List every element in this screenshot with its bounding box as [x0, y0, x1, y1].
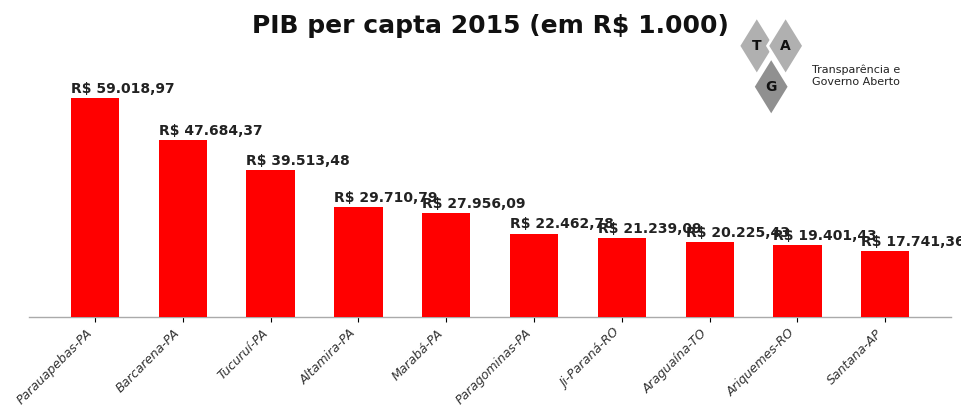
Text: R$ 17.741,36: R$ 17.741,36 — [861, 235, 961, 249]
Polygon shape — [739, 17, 775, 75]
Text: R$ 29.710,79: R$ 29.710,79 — [334, 191, 437, 205]
Text: R$ 59.018,97: R$ 59.018,97 — [71, 82, 174, 96]
Title: PIB per capta 2015 (em R$ 1.000): PIB per capta 2015 (em R$ 1.000) — [252, 14, 728, 38]
Bar — [861, 251, 909, 317]
Text: R$ 21.239,09: R$ 21.239,09 — [598, 222, 702, 236]
Bar — [159, 140, 207, 317]
Bar — [598, 238, 646, 317]
Bar — [510, 234, 558, 317]
Text: R$ 39.513,48: R$ 39.513,48 — [246, 154, 350, 168]
Bar — [246, 171, 295, 317]
Text: R$ 20.225,43: R$ 20.225,43 — [685, 226, 789, 240]
Text: R$ 47.684,37: R$ 47.684,37 — [159, 124, 262, 138]
Text: Transparência e
Governo Aberto: Transparência e Governo Aberto — [812, 65, 900, 87]
Polygon shape — [753, 58, 789, 116]
Text: T: T — [752, 39, 762, 53]
Text: A: A — [780, 39, 791, 53]
Bar — [774, 245, 822, 317]
Text: G: G — [766, 80, 776, 94]
Polygon shape — [768, 17, 803, 75]
Text: R$ 27.956,09: R$ 27.956,09 — [422, 197, 526, 211]
Bar — [334, 207, 382, 317]
Text: R$ 22.462,78: R$ 22.462,78 — [510, 217, 614, 231]
Bar — [71, 98, 119, 317]
Bar — [685, 242, 734, 317]
Text: R$ 19.401,43: R$ 19.401,43 — [774, 229, 877, 243]
Bar — [422, 214, 470, 317]
